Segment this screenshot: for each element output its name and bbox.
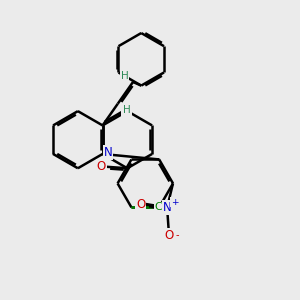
Text: N: N (122, 104, 131, 117)
Text: +: + (171, 198, 178, 207)
Text: -: - (175, 230, 178, 240)
Text: N: N (163, 201, 172, 214)
Text: Cl: Cl (155, 202, 166, 212)
Text: H: H (123, 105, 131, 115)
Text: N: N (103, 146, 112, 159)
Text: O: O (97, 160, 106, 173)
Text: O: O (164, 229, 173, 242)
Text: O: O (136, 197, 145, 211)
Text: H: H (121, 71, 128, 81)
